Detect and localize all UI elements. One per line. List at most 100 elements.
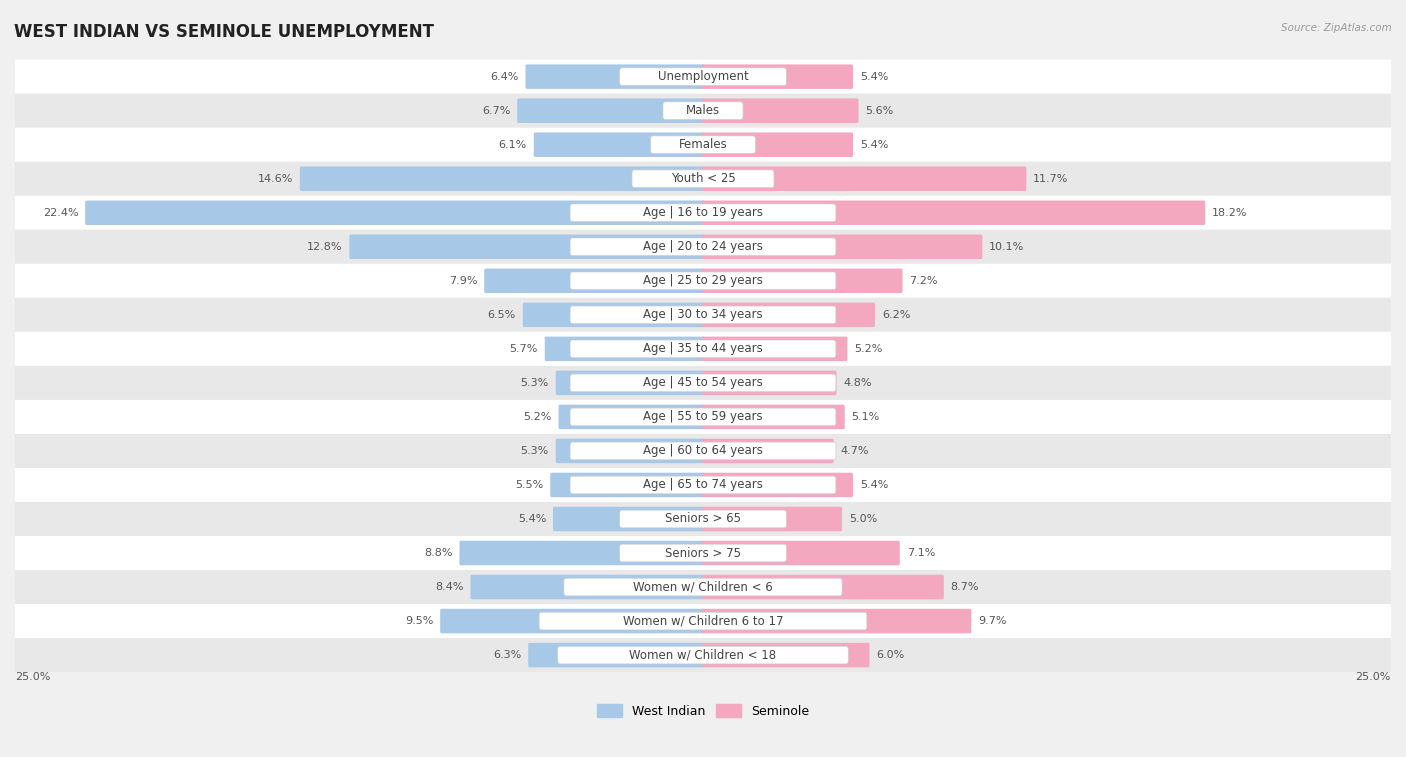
- Text: Women w/ Children < 18: Women w/ Children < 18: [630, 649, 776, 662]
- FancyBboxPatch shape: [702, 201, 1205, 225]
- FancyBboxPatch shape: [440, 609, 704, 634]
- FancyBboxPatch shape: [517, 98, 704, 123]
- FancyBboxPatch shape: [702, 643, 869, 668]
- FancyBboxPatch shape: [86, 201, 704, 225]
- FancyBboxPatch shape: [15, 128, 1391, 162]
- Text: Age | 30 to 34 years: Age | 30 to 34 years: [643, 308, 763, 321]
- FancyBboxPatch shape: [702, 98, 859, 123]
- Text: 14.6%: 14.6%: [257, 174, 292, 184]
- FancyBboxPatch shape: [553, 506, 704, 531]
- Text: Age | 20 to 24 years: Age | 20 to 24 years: [643, 240, 763, 254]
- FancyBboxPatch shape: [555, 439, 704, 463]
- Text: 5.1%: 5.1%: [852, 412, 880, 422]
- Text: 7.1%: 7.1%: [907, 548, 935, 558]
- FancyBboxPatch shape: [664, 102, 742, 120]
- FancyBboxPatch shape: [620, 544, 786, 562]
- FancyBboxPatch shape: [702, 337, 848, 361]
- Text: 22.4%: 22.4%: [42, 207, 79, 218]
- FancyBboxPatch shape: [523, 303, 704, 327]
- FancyBboxPatch shape: [702, 575, 943, 600]
- FancyBboxPatch shape: [569, 238, 837, 256]
- FancyBboxPatch shape: [702, 405, 845, 429]
- Text: Seniors > 75: Seniors > 75: [665, 547, 741, 559]
- FancyBboxPatch shape: [15, 400, 1391, 434]
- Text: 9.7%: 9.7%: [979, 616, 1007, 626]
- FancyBboxPatch shape: [702, 269, 903, 293]
- FancyBboxPatch shape: [15, 434, 1391, 468]
- Text: Age | 16 to 19 years: Age | 16 to 19 years: [643, 206, 763, 220]
- FancyBboxPatch shape: [651, 136, 755, 154]
- FancyBboxPatch shape: [569, 442, 837, 459]
- FancyBboxPatch shape: [550, 472, 704, 497]
- FancyBboxPatch shape: [569, 476, 837, 494]
- Text: 5.3%: 5.3%: [520, 378, 548, 388]
- FancyBboxPatch shape: [538, 612, 868, 630]
- Text: 5.2%: 5.2%: [855, 344, 883, 354]
- Text: Women w/ Children 6 to 17: Women w/ Children 6 to 17: [623, 615, 783, 628]
- Text: Males: Males: [686, 104, 720, 117]
- Text: Age | 65 to 74 years: Age | 65 to 74 years: [643, 478, 763, 491]
- Text: 5.4%: 5.4%: [517, 514, 546, 524]
- Text: 12.8%: 12.8%: [307, 241, 343, 252]
- Text: Age | 55 to 59 years: Age | 55 to 59 years: [643, 410, 763, 423]
- Text: 5.0%: 5.0%: [849, 514, 877, 524]
- Text: Age | 60 to 64 years: Age | 60 to 64 years: [643, 444, 763, 457]
- FancyBboxPatch shape: [15, 604, 1391, 638]
- Text: 6.4%: 6.4%: [491, 72, 519, 82]
- FancyBboxPatch shape: [15, 638, 1391, 672]
- FancyBboxPatch shape: [349, 235, 704, 259]
- Text: 4.8%: 4.8%: [844, 378, 872, 388]
- FancyBboxPatch shape: [702, 132, 853, 157]
- FancyBboxPatch shape: [15, 196, 1391, 230]
- FancyBboxPatch shape: [702, 235, 983, 259]
- Text: Age | 35 to 44 years: Age | 35 to 44 years: [643, 342, 763, 355]
- FancyBboxPatch shape: [569, 204, 837, 222]
- FancyBboxPatch shape: [15, 162, 1391, 196]
- Text: Females: Females: [679, 139, 727, 151]
- FancyBboxPatch shape: [15, 536, 1391, 570]
- Text: Unemployment: Unemployment: [658, 70, 748, 83]
- FancyBboxPatch shape: [702, 540, 900, 565]
- Text: 6.1%: 6.1%: [499, 140, 527, 150]
- FancyBboxPatch shape: [460, 540, 704, 565]
- FancyBboxPatch shape: [569, 306, 837, 324]
- FancyBboxPatch shape: [558, 405, 704, 429]
- FancyBboxPatch shape: [569, 340, 837, 358]
- FancyBboxPatch shape: [702, 472, 853, 497]
- FancyBboxPatch shape: [569, 272, 837, 290]
- Text: Women w/ Children < 6: Women w/ Children < 6: [633, 581, 773, 593]
- FancyBboxPatch shape: [299, 167, 704, 191]
- Text: 18.2%: 18.2%: [1212, 207, 1247, 218]
- FancyBboxPatch shape: [702, 303, 875, 327]
- FancyBboxPatch shape: [534, 132, 704, 157]
- Text: 5.2%: 5.2%: [523, 412, 551, 422]
- Text: 6.0%: 6.0%: [876, 650, 904, 660]
- FancyBboxPatch shape: [702, 167, 1026, 191]
- Text: 6.2%: 6.2%: [882, 310, 910, 320]
- FancyBboxPatch shape: [702, 439, 834, 463]
- Text: Youth < 25: Youth < 25: [671, 173, 735, 185]
- FancyBboxPatch shape: [15, 60, 1391, 94]
- FancyBboxPatch shape: [15, 366, 1391, 400]
- FancyBboxPatch shape: [620, 510, 786, 528]
- Text: Age | 45 to 54 years: Age | 45 to 54 years: [643, 376, 763, 389]
- Text: 5.5%: 5.5%: [515, 480, 543, 490]
- Text: Age | 25 to 29 years: Age | 25 to 29 years: [643, 274, 763, 288]
- Text: 5.4%: 5.4%: [860, 72, 889, 82]
- FancyBboxPatch shape: [544, 337, 704, 361]
- Text: 6.5%: 6.5%: [488, 310, 516, 320]
- Text: 25.0%: 25.0%: [1355, 672, 1391, 682]
- Text: 7.2%: 7.2%: [910, 276, 938, 286]
- Text: 5.4%: 5.4%: [860, 480, 889, 490]
- Text: 9.5%: 9.5%: [405, 616, 433, 626]
- FancyBboxPatch shape: [702, 609, 972, 634]
- FancyBboxPatch shape: [564, 578, 842, 596]
- FancyBboxPatch shape: [555, 371, 704, 395]
- Text: 5.4%: 5.4%: [860, 140, 889, 150]
- FancyBboxPatch shape: [15, 332, 1391, 366]
- FancyBboxPatch shape: [15, 230, 1391, 263]
- Text: 5.3%: 5.3%: [520, 446, 548, 456]
- FancyBboxPatch shape: [15, 298, 1391, 332]
- Text: Source: ZipAtlas.com: Source: ZipAtlas.com: [1281, 23, 1392, 33]
- FancyBboxPatch shape: [702, 371, 837, 395]
